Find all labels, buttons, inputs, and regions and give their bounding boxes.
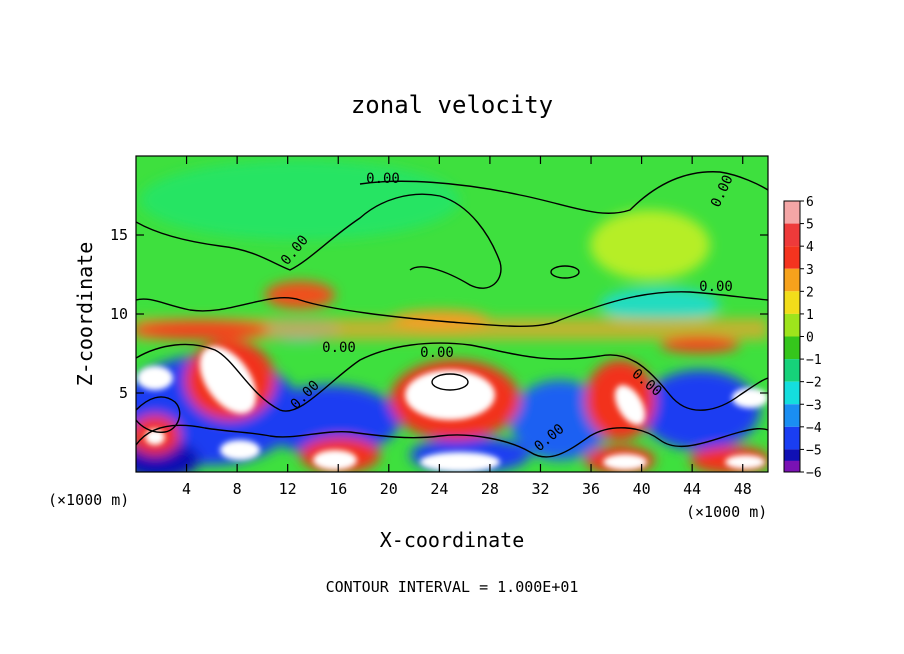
x-tick-label: 28: [481, 480, 499, 498]
y-tick-label: 15: [110, 226, 128, 244]
contour-label: 0.00: [699, 279, 733, 295]
x-tick-label: 12: [279, 480, 297, 498]
colorbar-label: 0: [806, 331, 814, 346]
x-axis: 4 8 12 16 20 24 28 32 36 40 44 48: [182, 156, 752, 498]
x-tick-label: 16: [329, 480, 347, 498]
colorbar-label: 2: [806, 285, 814, 300]
colorbar-swatch: [784, 268, 800, 292]
colorbar-label: −4: [806, 421, 822, 436]
contour-interval-note: CONTOUR INTERVAL = 1.000E+01: [326, 578, 579, 596]
colorbar-label: −5: [806, 443, 822, 458]
x-tick-label: 24: [430, 480, 448, 498]
y-axis: 5 10 15: [110, 226, 768, 402]
colorbar-label: −3: [806, 398, 822, 413]
colorbar-label: 5: [806, 218, 814, 233]
contour-label: 0.00: [366, 171, 400, 187]
x-axis-unit-left: (×1000 m): [48, 491, 129, 509]
colorbar-swatch: [784, 426, 800, 450]
colorbar-swatch: [784, 336, 800, 360]
colorbar-label: 3: [806, 263, 814, 278]
contour-label: 0.00: [322, 340, 356, 356]
x-tick-label: 44: [683, 480, 701, 498]
y-tick-label: 5: [119, 384, 128, 402]
colorbar-label: 1: [806, 308, 814, 323]
colorbar-swatch: [784, 246, 800, 269]
x-tick-label: 32: [531, 480, 549, 498]
colorbar-swatch: [784, 223, 800, 247]
colorbar-label: −6: [806, 466, 822, 481]
y-tick-label: 10: [110, 305, 128, 323]
x-tick-label: 4: [182, 480, 191, 498]
x-tick-label: 48: [734, 480, 752, 498]
colorbar-swatch: [784, 313, 800, 337]
colorbar-label: −1: [806, 353, 822, 368]
x-tick-label: 40: [633, 480, 651, 498]
colorbar-label: −2: [806, 376, 822, 391]
chart-title: zonal velocity: [351, 91, 553, 119]
colorbar-label: 6: [806, 195, 814, 210]
contour-label: 0.00: [420, 345, 454, 361]
colorbar-swatch: [784, 359, 800, 382]
x-tick-label: 8: [233, 480, 242, 498]
colorbar-swatch: [784, 460, 800, 472]
colorbar-swatch: [784, 291, 800, 314]
colorbar-label: 4: [806, 240, 814, 255]
x-axis-unit-right: (×1000 m): [686, 503, 767, 521]
colorbar-swatch: [784, 201, 800, 224]
y-axis-label: Z-coordinate: [73, 242, 97, 387]
x-tick-label: 20: [380, 480, 398, 498]
x-axis-label: X-coordinate: [380, 528, 525, 552]
colorbar-swatch: [784, 381, 800, 405]
colorbar: 6 5 4 3 2 1 0 −1 −2 −3 −4 −5 −6: [783, 195, 822, 481]
velocity-field: [136, 156, 768, 472]
colorbar-swatch: [784, 404, 800, 427]
x-tick-label: 36: [582, 480, 600, 498]
